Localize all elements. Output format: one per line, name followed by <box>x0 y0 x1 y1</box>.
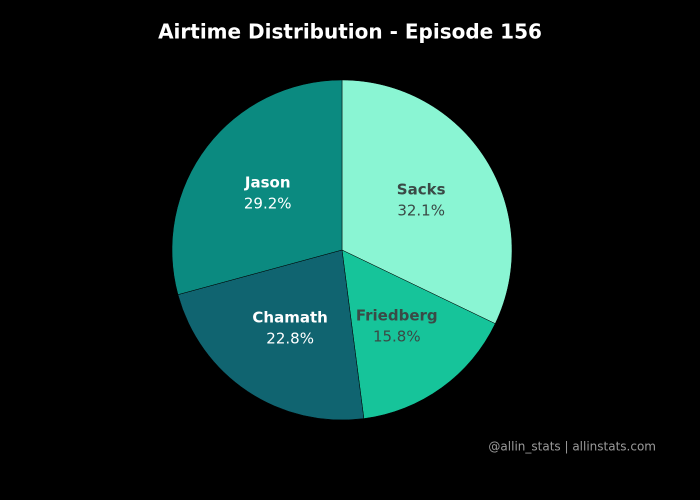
pie-slice <box>171 79 343 295</box>
slice-value-label: 32.1% <box>397 202 445 220</box>
footer: @allin_stats | allinstats.com <box>488 440 656 454</box>
slice-value-label: 15.8% <box>373 327 421 345</box>
pie-slice <box>341 79 513 324</box>
slice-label: Chamath <box>252 308 327 326</box>
slice-label: Sacks <box>397 181 446 199</box>
pie-slice <box>341 249 496 419</box>
slice-value-label: 22.8% <box>266 329 314 347</box>
pie-slice <box>177 249 365 421</box>
slice-value-label: 29.2% <box>244 195 292 213</box>
slice-label: Friedberg <box>356 306 438 324</box>
chart-title: Airtime Distribution - Episode 156 <box>158 20 542 44</box>
slice-label: Jason <box>244 174 291 192</box>
